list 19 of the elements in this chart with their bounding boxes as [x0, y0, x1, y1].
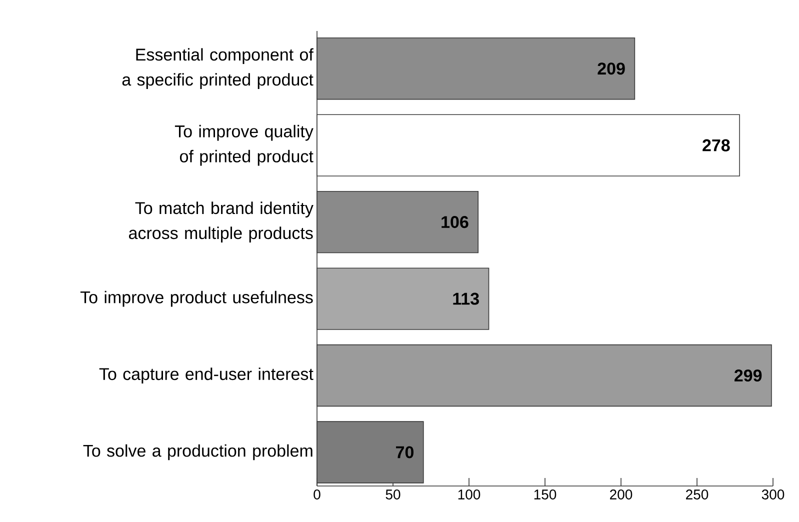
data-label: 278 [702, 139, 730, 152]
y-tick-label: Essential component of a specific printed product [122, 48, 314, 90]
data-label: 106 [442, 216, 468, 228]
x-tick-label: 100 [458, 490, 480, 500]
x-tick-label: 0 [314, 490, 320, 500]
data-label: 70 [396, 446, 414, 458]
data-label: 113 [453, 292, 479, 305]
y-tick-label: To solve a production problem [83, 444, 312, 460]
y-tick-label: To capture end-user interest [99, 368, 314, 384]
x-tick-label: 200 [610, 490, 632, 500]
x-tick-label: 150 [534, 490, 556, 500]
x-tick-label: 300 [762, 490, 784, 500]
y-tick-label: To match brand identity across multiple products [129, 202, 314, 242]
data-label: 209 [598, 62, 625, 75]
y-tick-label: To improve quality of printed product [174, 124, 314, 166]
x-tick-label: 250 [686, 490, 708, 500]
x-tick-label: 50 [386, 490, 400, 500]
y-tick-label: To improve product usefulness [80, 290, 313, 307]
data-label: 299 [734, 369, 762, 382]
